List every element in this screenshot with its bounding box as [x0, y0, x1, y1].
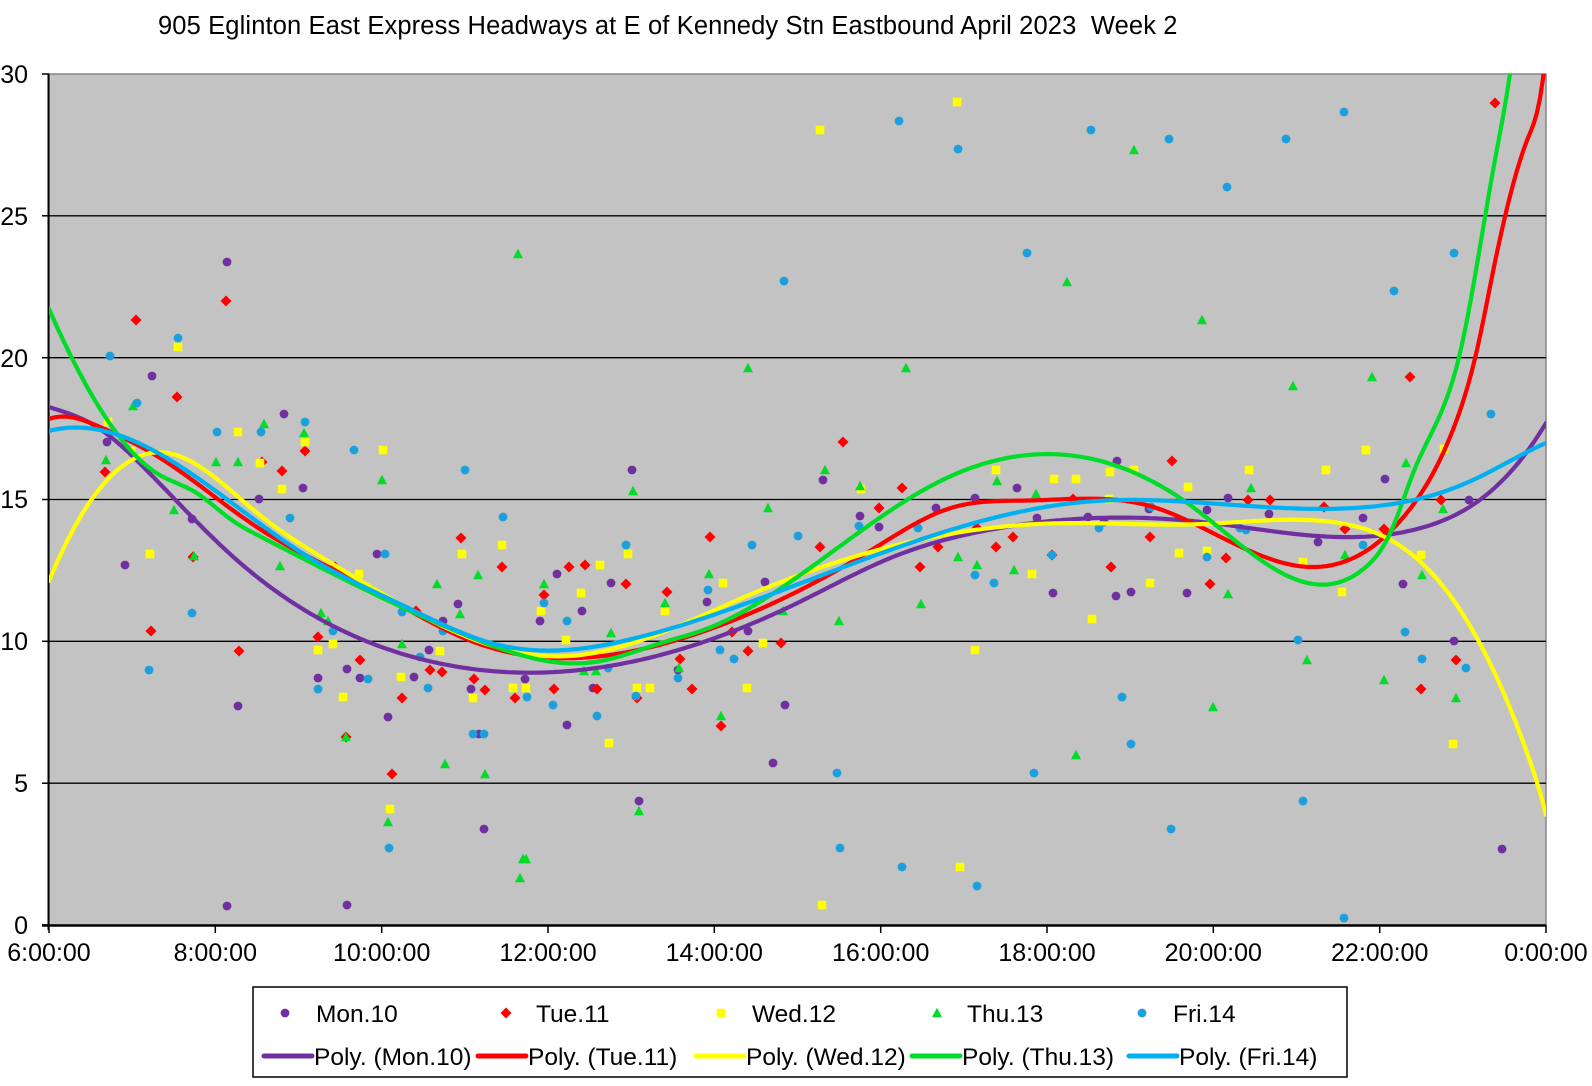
svg-text:0: 0 — [14, 912, 28, 940]
svg-text:5: 5 — [14, 770, 28, 798]
svg-text:Poly. (Mon.10): Poly. (Mon.10) — [314, 1044, 472, 1071]
svg-text:Wed.12: Wed.12 — [752, 1001, 836, 1028]
svg-text:25: 25 — [0, 203, 28, 231]
svg-text:10:00:00: 10:00:00 — [333, 939, 430, 967]
svg-text:0:00:00: 0:00:00 — [1504, 939, 1587, 967]
svg-text:10: 10 — [0, 628, 28, 656]
svg-text:Thu.13: Thu.13 — [967, 1001, 1043, 1028]
svg-text:18:00:00: 18:00:00 — [998, 939, 1095, 967]
svg-text:30: 30 — [0, 61, 28, 89]
svg-text:20:00:00: 20:00:00 — [1165, 939, 1262, 967]
svg-text:Fri.14: Fri.14 — [1173, 1001, 1236, 1028]
svg-text:Poly. (Tue.11): Poly. (Tue.11) — [528, 1044, 677, 1071]
svg-text:20: 20 — [0, 345, 28, 373]
svg-text:16:00:00: 16:00:00 — [832, 939, 929, 967]
svg-text:22:00:00: 22:00:00 — [1331, 939, 1428, 967]
svg-text:14:00:00: 14:00:00 — [666, 939, 763, 967]
svg-text:6:00:00: 6:00:00 — [7, 939, 90, 967]
svg-text:Poly. (Thu.13): Poly. (Thu.13) — [962, 1044, 1114, 1071]
svg-text:15: 15 — [0, 486, 28, 514]
svg-text:905 Eglinton East Express Head: 905 Eglinton East Express Headways at E … — [158, 12, 1178, 40]
svg-text:Mon.10: Mon.10 — [316, 1001, 398, 1028]
svg-text:Poly. (Fri.14): Poly. (Fri.14) — [1179, 1044, 1317, 1071]
svg-text:Tue.11: Tue.11 — [536, 1001, 610, 1028]
svg-text:12:00:00: 12:00:00 — [499, 939, 596, 967]
svg-text:Poly. (Wed.12): Poly. (Wed.12) — [746, 1044, 906, 1071]
svg-text:8:00:00: 8:00:00 — [174, 939, 257, 967]
